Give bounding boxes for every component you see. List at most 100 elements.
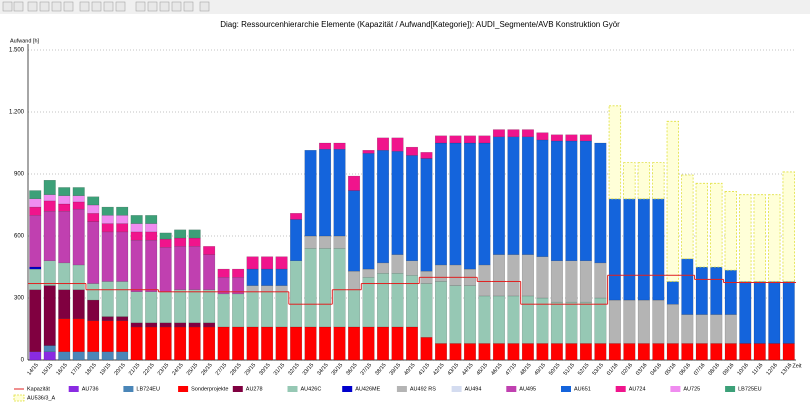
bar-segment [652, 343, 665, 361]
tool-button[interactable] [2, 1, 13, 12]
x-tick-label: 14/15 [26, 362, 39, 376]
bar-segment [550, 343, 563, 361]
bar-segment [116, 223, 129, 233]
tool-button[interactable] [135, 1, 146, 12]
bar-segment [406, 146, 418, 156]
bar-segment [261, 268, 274, 286]
tool-button[interactable] [13, 1, 24, 12]
legend-label: AU651 [574, 386, 591, 392]
bar-segment [478, 264, 491, 297]
y-tick-label: 1.500 [9, 48, 25, 54]
bar-segment [333, 248, 346, 328]
bar-segment [203, 289, 216, 324]
bar-segment [420, 158, 433, 272]
bar-segment [159, 232, 172, 240]
x-tick-label: 22/15 [142, 362, 155, 376]
bar-segment [565, 260, 578, 303]
bar-segment [319, 148, 332, 237]
bar-segment [362, 153, 375, 270]
bar-segment [275, 285, 288, 293]
bar-segment [232, 326, 245, 361]
bar-segment [695, 314, 708, 344]
x-tick-label: 20/15 [113, 362, 126, 376]
bar-segment [565, 140, 578, 262]
bar-segment [565, 343, 578, 361]
tool-button[interactable] [79, 1, 90, 12]
bar-segment [333, 142, 346, 150]
x-tick-label: 51/15 [563, 362, 576, 376]
bar-segment [29, 206, 42, 216]
tool-button[interactable] [171, 1, 182, 12]
bar-segment [377, 150, 390, 264]
x-tick-label: 44/15 [461, 362, 474, 376]
bar-segment [362, 150, 375, 154]
legend-item: AU426ME [342, 386, 381, 392]
legend-item: LB724EU [123, 386, 160, 392]
bar-segment [87, 299, 100, 321]
tool-button[interactable] [115, 1, 126, 12]
legend-swatch [232, 386, 243, 392]
legend-swatch [451, 386, 462, 392]
x-tick-label: 32/15 [287, 362, 300, 376]
bar-segment [449, 343, 462, 361]
bar-segment [652, 299, 665, 344]
tool-button[interactable] [199, 1, 210, 12]
bar-segment [145, 231, 158, 241]
bar-segment [768, 343, 781, 361]
bar-segment [478, 135, 491, 144]
tool-button[interactable] [103, 1, 114, 12]
bar-segment [521, 129, 534, 137]
tool-button[interactable] [159, 1, 170, 12]
legend-item: AU492 RS [396, 386, 436, 392]
bar-segment [348, 289, 361, 328]
bar-segment [304, 235, 317, 249]
x-tick-label: 18/15 [84, 362, 97, 376]
legend-label: AU278 [246, 386, 263, 392]
bar-segment [391, 137, 404, 152]
bar-segment [130, 215, 143, 224]
bar-segment [594, 262, 607, 299]
tool-button[interactable] [91, 1, 102, 12]
legend-swatch [68, 386, 79, 392]
x-tick-label: 13/16 [780, 362, 793, 376]
bar-segment [29, 268, 42, 290]
x-tick-label: 40/15 [403, 362, 416, 376]
bar-segment [695, 266, 708, 315]
bar-segment [565, 301, 578, 344]
bar-segment [594, 297, 607, 344]
bar-segment [666, 281, 679, 305]
bar-segment [550, 134, 563, 142]
bar-segment [145, 215, 158, 224]
legend-item: AU724 [615, 386, 646, 392]
tool-button[interactable] [39, 1, 50, 12]
x-tick-label: 35/15 [331, 362, 344, 376]
legend-label: AU725 [683, 386, 700, 392]
legend-item: AU494 [451, 386, 481, 392]
bar-segment [159, 322, 172, 328]
bar-segment [724, 269, 737, 315]
bar-segment [72, 318, 85, 352]
bar-segment [362, 326, 375, 361]
bar-segment [608, 343, 621, 361]
bar-segment [58, 318, 71, 352]
tool-button[interactable] [63, 1, 74, 12]
bar-segment [145, 223, 158, 233]
bar-segment [681, 343, 694, 361]
x-tick-label: 42/15 [432, 362, 445, 376]
bar-segment [782, 343, 795, 361]
x-tick-label: 07/16 [693, 362, 706, 376]
tool-button[interactable] [147, 1, 158, 12]
legend-label: AU536/3_A [27, 395, 55, 401]
tool-button[interactable] [51, 1, 62, 12]
tool-button[interactable] [183, 1, 194, 12]
tool-button[interactable] [27, 1, 38, 12]
legend-label: AU736 [82, 386, 99, 392]
bar-segment [623, 162, 636, 200]
x-tick-label: 15/15 [41, 362, 54, 376]
bar-segment [637, 299, 650, 344]
bar-segment [43, 351, 56, 361]
bar-segment [203, 246, 216, 255]
bar-segment [377, 326, 390, 361]
bar-segment [130, 326, 143, 361]
